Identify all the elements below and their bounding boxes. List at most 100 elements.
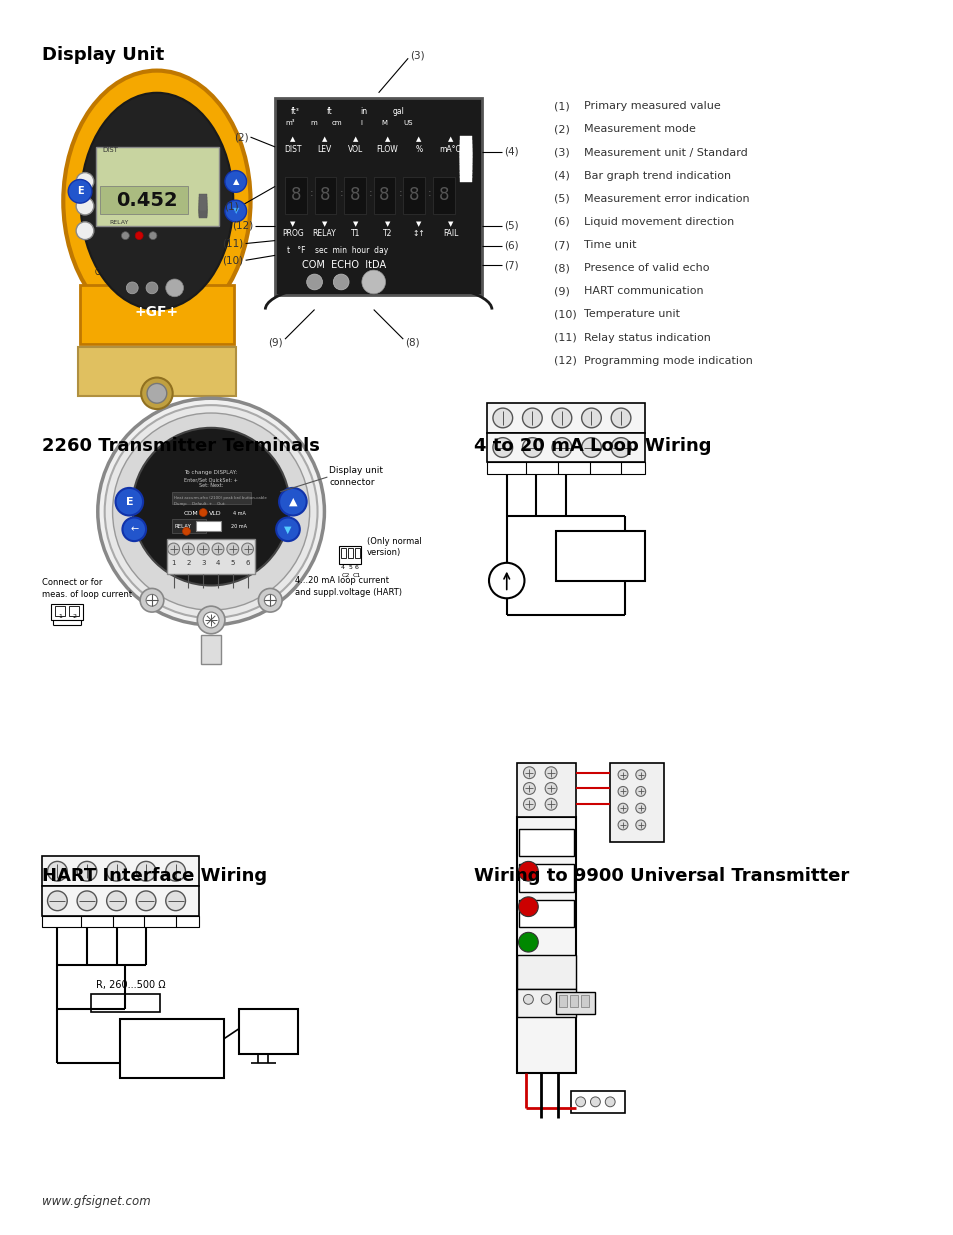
Circle shape (264, 594, 275, 606)
Text: ▼: ▼ (321, 221, 327, 227)
Circle shape (227, 543, 238, 555)
Circle shape (618, 803, 627, 813)
Text: %: % (415, 146, 422, 154)
Text: Relay status indication: Relay status indication (583, 332, 710, 342)
Bar (460, 136, 472, 154)
Text: ▼: ▼ (284, 525, 292, 535)
Ellipse shape (63, 70, 251, 332)
Text: Measurement error indication: Measurement error indication (583, 194, 748, 204)
Text: Set: Next:: Set: Next: (199, 483, 223, 489)
Text: 3: 3 (201, 559, 205, 566)
Circle shape (69, 179, 91, 203)
Circle shape (76, 222, 93, 240)
Text: t   °F    sec  min  hour  day: t °F sec min hour day (287, 246, 388, 254)
Text: 8: 8 (350, 186, 360, 204)
Bar (199, 203, 207, 214)
Circle shape (618, 769, 627, 779)
Circle shape (141, 378, 172, 409)
Circle shape (523, 798, 535, 810)
Circle shape (126, 282, 138, 294)
Text: ▼: ▼ (416, 221, 421, 227)
Text: (3): (3) (554, 148, 569, 158)
Text: :: : (310, 188, 314, 199)
Text: Enter/Set QuickSet: +: Enter/Set QuickSet: + (184, 478, 237, 483)
Text: ▼: ▼ (290, 221, 295, 227)
Bar (516, 818, 575, 1073)
Text: E: E (126, 496, 133, 506)
Text: 6: 6 (355, 566, 358, 571)
Bar (433, 177, 454, 214)
Text: l: l (359, 120, 361, 126)
Circle shape (333, 274, 349, 290)
Text: 5: 5 (348, 566, 352, 571)
Text: m³: m³ (285, 120, 294, 126)
Circle shape (552, 408, 571, 427)
Circle shape (552, 437, 571, 457)
Circle shape (182, 527, 191, 535)
Bar (120, 1019, 224, 1078)
Text: COM  ECHO  ItDA: COM ECHO ItDA (94, 268, 160, 277)
Bar (460, 179, 472, 183)
Bar (100, 186, 189, 214)
Text: Liquid movement direction: Liquid movement direction (583, 217, 733, 227)
Text: (10): (10) (222, 256, 243, 266)
Circle shape (258, 588, 282, 613)
Circle shape (590, 1097, 599, 1107)
Text: (11): (11) (554, 332, 577, 342)
Text: t   °   sec  min  hour  day: t ° sec min hour day (100, 256, 178, 261)
Text: Connect or for: Connect or for (42, 578, 102, 587)
Text: (7): (7) (554, 240, 569, 251)
Text: (2): (2) (233, 132, 249, 142)
Bar (51, 604, 83, 620)
Circle shape (121, 232, 130, 240)
Circle shape (581, 408, 600, 427)
Circle shape (225, 200, 246, 222)
Circle shape (146, 282, 158, 294)
Text: DIST: DIST (284, 146, 301, 154)
Text: mA°C: mA°C (439, 146, 461, 154)
Text: 6: 6 (245, 559, 250, 566)
Text: 2260 Transmitter Terminals: 2260 Transmitter Terminals (42, 437, 319, 456)
Bar (460, 144, 472, 159)
Circle shape (523, 994, 533, 1004)
Text: VOL: VOL (348, 146, 363, 154)
Circle shape (166, 890, 185, 910)
Bar (569, 995, 578, 1008)
Text: RELAY: RELAY (174, 524, 192, 529)
Text: :: : (369, 188, 373, 199)
Text: 8: 8 (320, 186, 331, 204)
Text: (4): (4) (503, 147, 517, 157)
Circle shape (140, 588, 164, 613)
Circle shape (182, 543, 194, 555)
Text: Display Unit: Display Unit (42, 46, 164, 63)
Circle shape (168, 543, 179, 555)
Bar (403, 177, 424, 214)
Circle shape (635, 769, 645, 779)
Bar (518, 900, 573, 927)
Bar (199, 215, 207, 217)
Bar (196, 521, 221, 531)
Text: (10): (10) (554, 310, 577, 320)
Text: C1: C1 (353, 573, 361, 578)
Text: 20 mA: 20 mA (231, 524, 247, 529)
Bar (172, 492, 251, 504)
Circle shape (611, 437, 630, 457)
Text: ▲: ▲ (353, 136, 358, 142)
Circle shape (203, 613, 219, 627)
Text: ←: ← (130, 525, 138, 535)
Circle shape (105, 405, 317, 618)
Text: version): version) (366, 548, 400, 557)
Circle shape (544, 767, 557, 778)
Text: :: : (428, 188, 431, 199)
Text: 2: 2 (72, 614, 76, 619)
Circle shape (136, 890, 155, 910)
Text: C2: C2 (341, 573, 349, 578)
Bar (78, 347, 235, 396)
Bar (314, 177, 335, 214)
Text: connector: connector (329, 478, 375, 487)
Circle shape (275, 517, 299, 541)
Circle shape (279, 488, 306, 515)
Text: 8: 8 (438, 186, 449, 204)
Text: 5: 5 (231, 559, 234, 566)
Text: E: E (76, 186, 83, 196)
